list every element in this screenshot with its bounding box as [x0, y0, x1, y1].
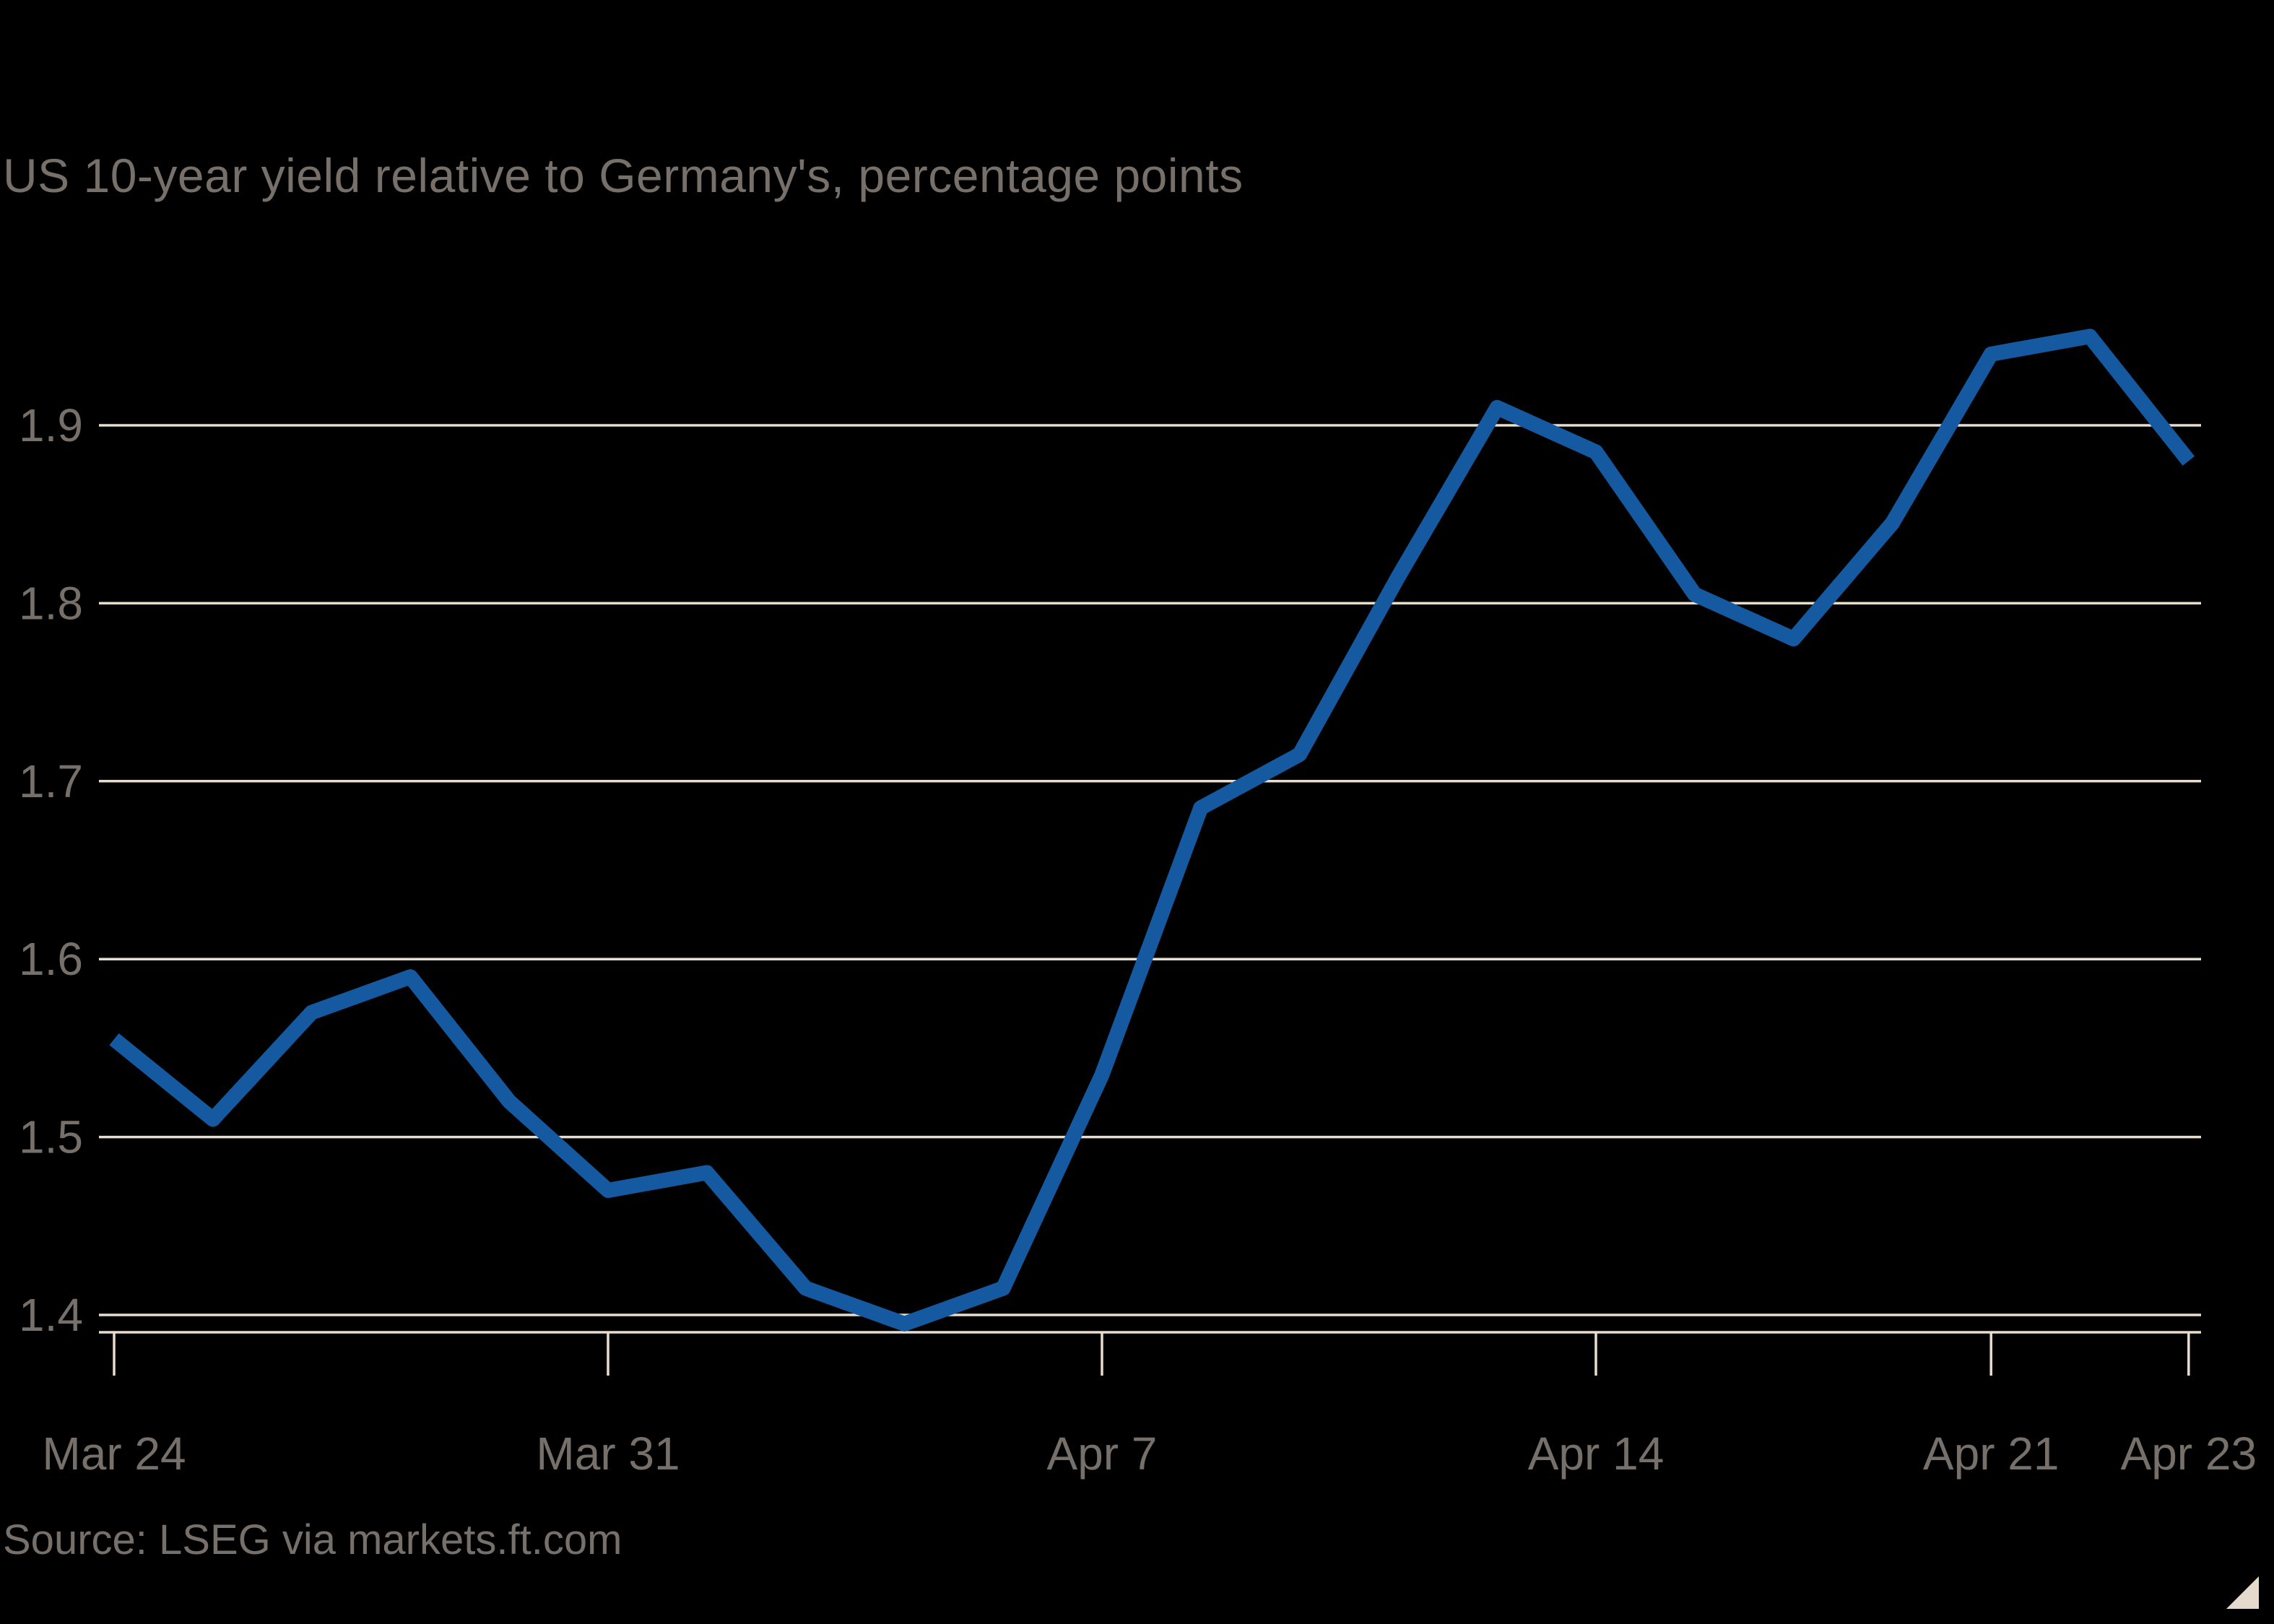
gridlines — [99, 424, 2201, 1316]
x-tick-label: Apr 21 — [1923, 1428, 2060, 1480]
y-axis-labels: 1.4 1.5 1.6 1.7 1.8 1.9 — [19, 399, 83, 1341]
x-tick-label: Apr 7 — [1047, 1428, 1158, 1480]
y-tick-label: 1.5 — [19, 1111, 83, 1163]
x-axis-ticks — [113, 1332, 2190, 1376]
y-tick-label: 1.9 — [19, 399, 83, 451]
y-tick-label: 1.7 — [19, 755, 83, 807]
x-tick-label: Mar 31 — [536, 1428, 680, 1480]
y-tick-label: 1.4 — [19, 1289, 83, 1341]
x-axis-labels: Mar 24 Mar 31 Apr 7 Apr 14 Apr 21 Apr 23 — [42, 1428, 2257, 1480]
source-note: Source: LSEG via markets.ft.com — [3, 1516, 622, 1563]
chart-corner-triangle-icon — [2226, 1576, 2259, 1609]
x-tick-label: Mar 24 — [42, 1428, 186, 1480]
y-tick-label: 1.6 — [19, 933, 83, 985]
y-tick-label: 1.8 — [19, 577, 83, 629]
yield-spread-line — [109, 329, 2195, 1332]
chart-title: US 10-year yield relative to Germany's, … — [3, 149, 1244, 202]
x-tick-label: Apr 23 — [2121, 1428, 2257, 1480]
x-tick-label: Apr 14 — [1528, 1428, 1665, 1480]
